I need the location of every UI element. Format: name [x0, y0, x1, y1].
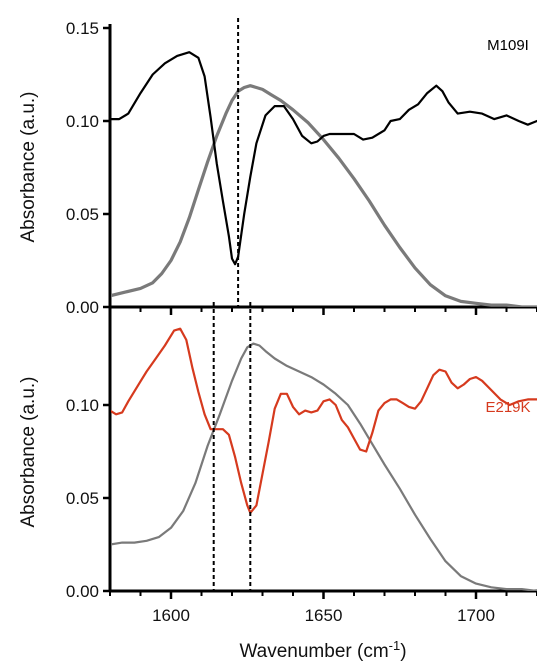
x-tick-label: 1700 — [457, 606, 495, 625]
panel-e219k: 0.00 0.05 0.10 1600 1650 1700 Absorbance (a.u.… — [18, 302, 537, 625]
panel-m109i: 0.00 0.05 0.10 0.15 Absorbance (a.u.) M109I — [18, 18, 537, 317]
mutant-label: M109I — [487, 37, 529, 54]
x-tick-label: 1600 — [152, 606, 190, 625]
y-tick-label: 0.15 — [66, 19, 99, 38]
series-line-sample — [111, 327, 537, 514]
series-line-reference — [111, 342, 537, 591]
x-axis-title: Wavenumber (cm-1) — [239, 638, 406, 662]
series-line-reference — [111, 84, 537, 307]
y-tick-label: 0.10 — [66, 396, 99, 415]
series-line-sample — [111, 51, 537, 266]
y-axis-title: Absorbance (a.u.) — [18, 376, 39, 527]
y-tick-label: 0.05 — [66, 205, 99, 224]
y-tick-label: 0.05 — [66, 489, 99, 508]
x-axis-title-superscript: -1 — [389, 638, 401, 653]
x-axis-title-main: Wavenumber (cm — [239, 641, 388, 662]
y-tick-label: 0.00 — [66, 582, 99, 601]
x-tick-label: 1650 — [305, 606, 343, 625]
x-axis-title-suffix: ) — [400, 641, 406, 662]
mutant-label: E219K — [485, 399, 530, 416]
y-axis-title: Absorbance (a.u.) — [18, 91, 39, 242]
y-tick-label: 0.00 — [66, 298, 99, 317]
y-tick-label: 0.10 — [66, 112, 99, 131]
